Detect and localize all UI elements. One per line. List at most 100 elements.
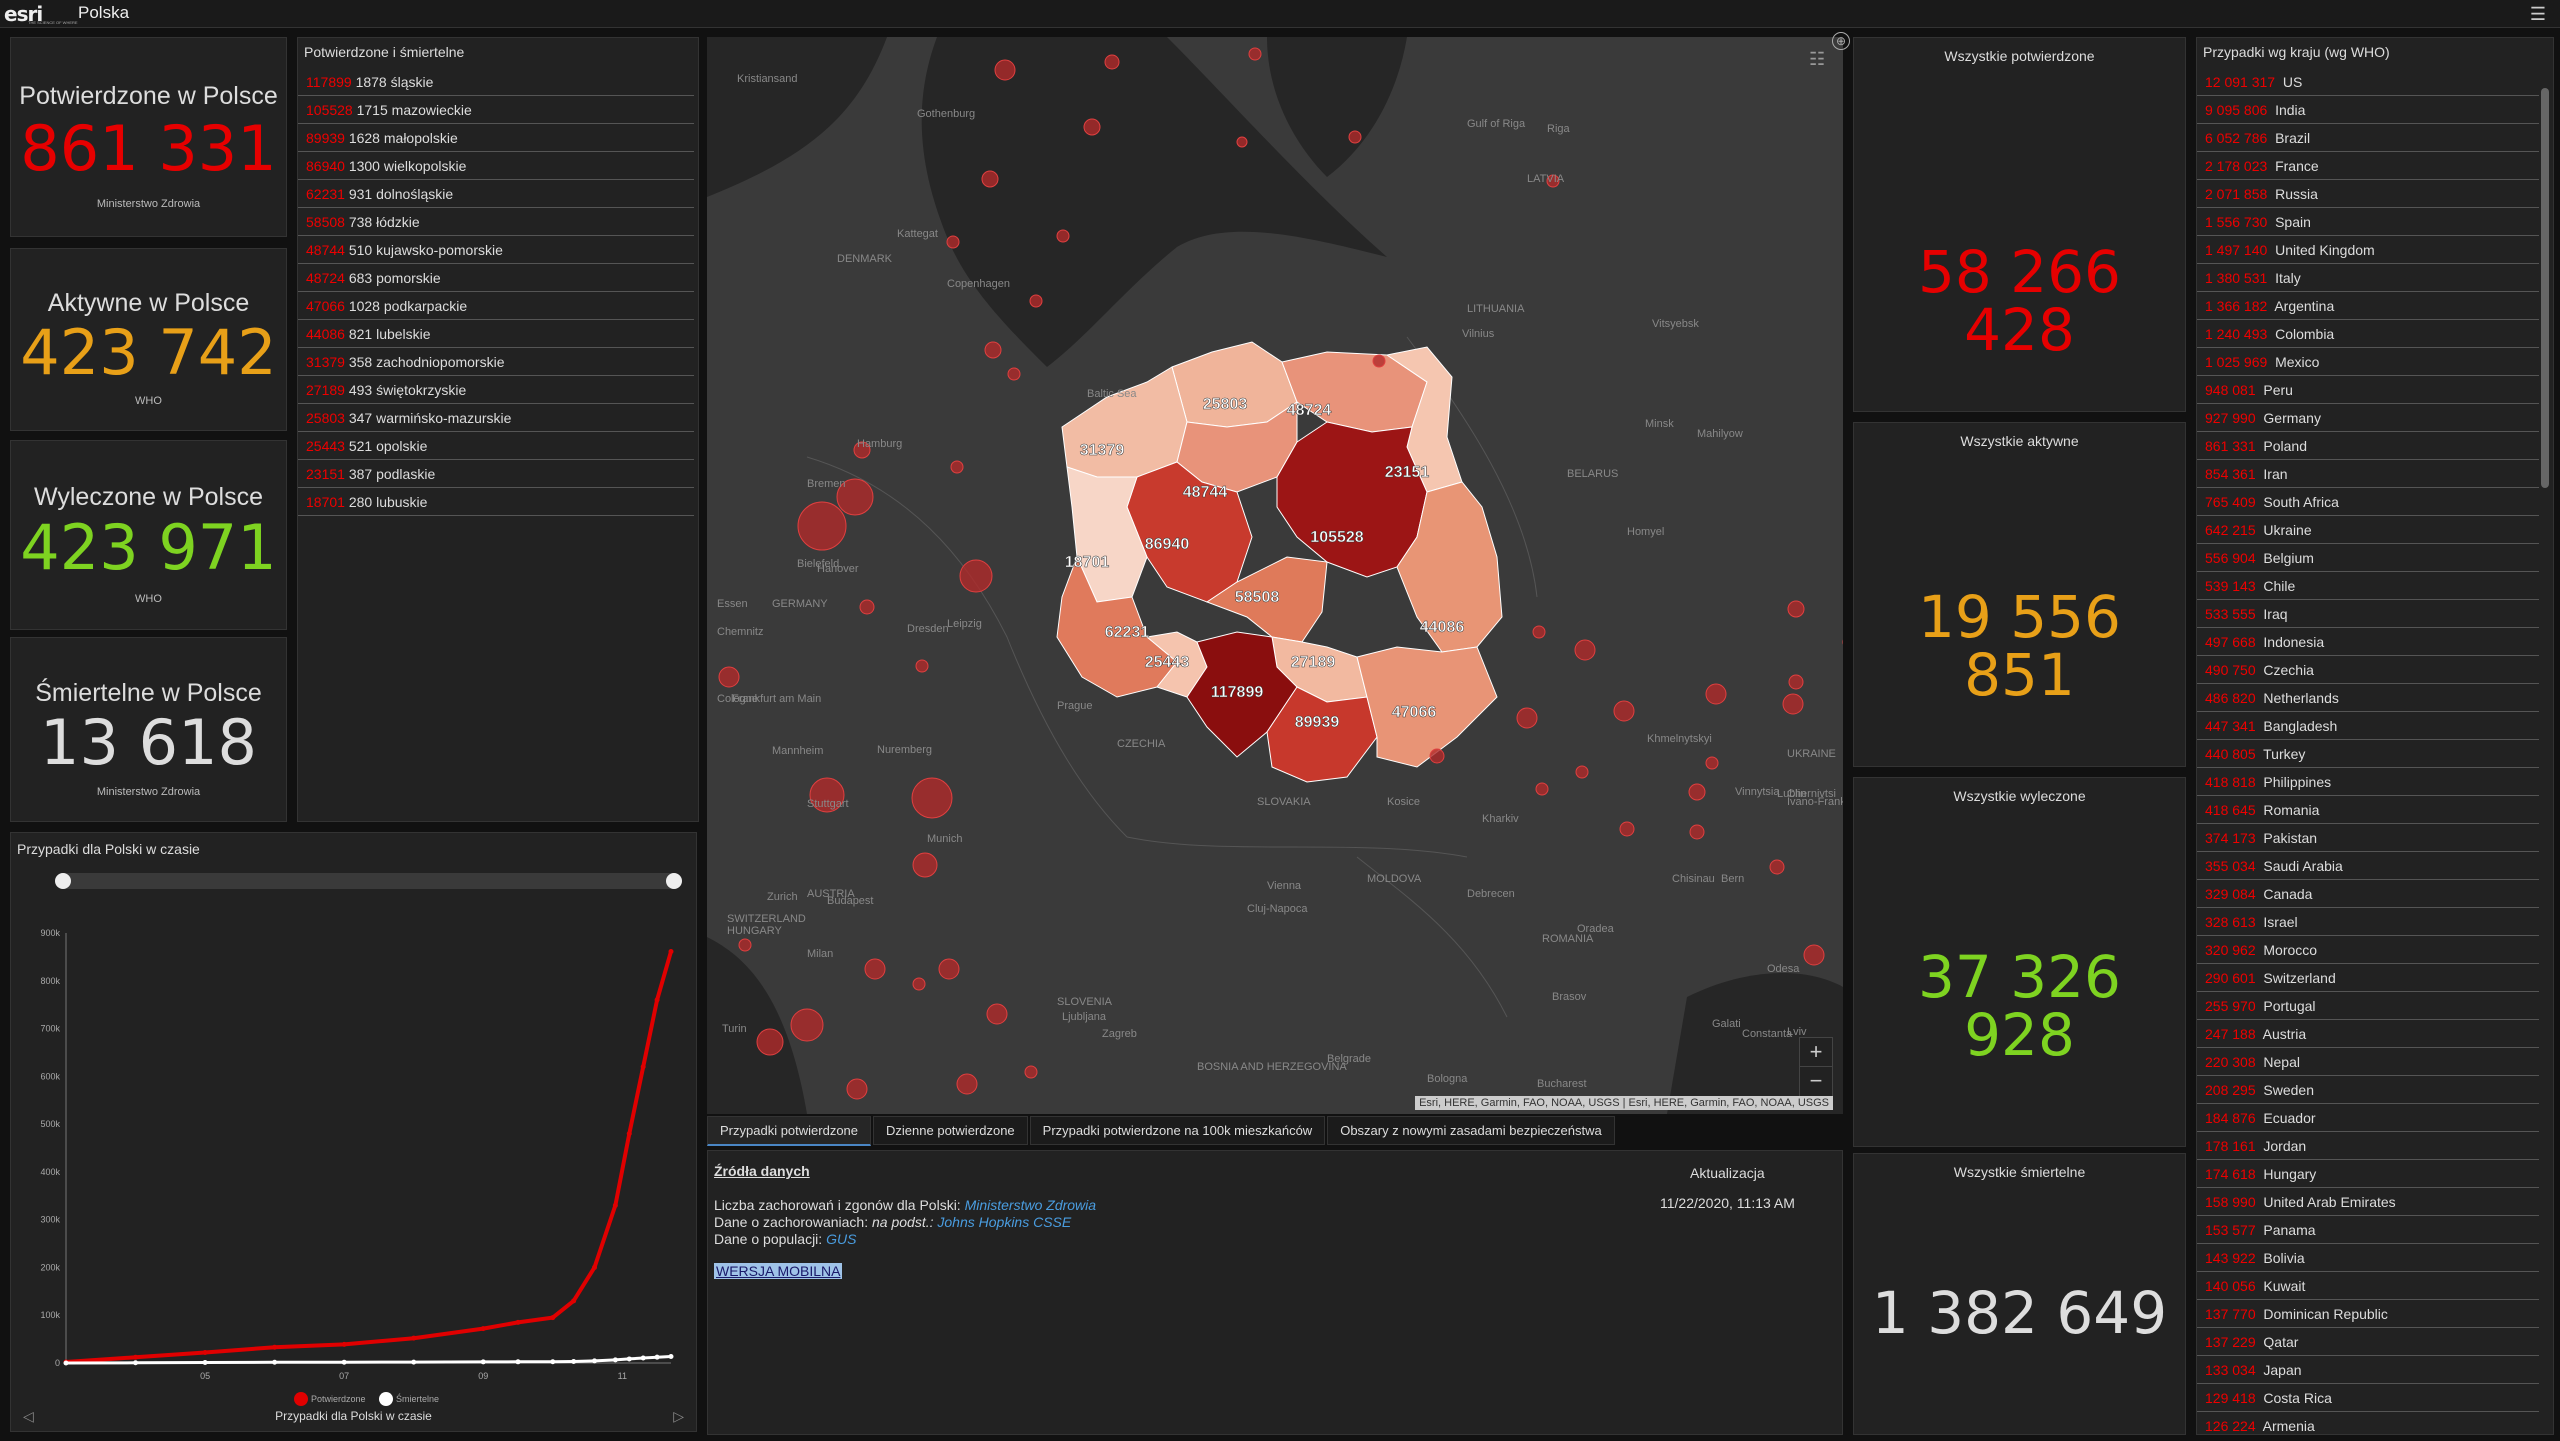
map-tab[interactable]: Przypadki potwierdzone na 100k mieszkańc… bbox=[1029, 1116, 1326, 1145]
map-tab[interactable]: Obszary z nowymi zasadami bezpieczeństwa bbox=[1327, 1116, 1615, 1145]
case-bubble[interactable] bbox=[986, 1003, 1008, 1025]
data-point[interactable] bbox=[480, 1359, 486, 1365]
legend-icon[interactable]: ☷ bbox=[1809, 49, 1826, 69]
map-view[interactable]: 25803 48724 31379 48744 23151 86940 105528 1870… bbox=[707, 37, 1843, 1114]
country-row[interactable]: 948 081 Peru bbox=[2197, 376, 2539, 404]
data-point[interactable] bbox=[341, 1359, 347, 1365]
map-tab[interactable]: Przypadki potwierdzone bbox=[707, 1116, 872, 1146]
data-point[interactable] bbox=[133, 1360, 139, 1366]
case-bubble[interactable] bbox=[938, 958, 960, 980]
case-bubble[interactable] bbox=[1024, 1065, 1038, 1079]
region-row[interactable]: 62231 931 dolnośląskie bbox=[298, 180, 694, 208]
region-row[interactable]: 86940 1300 wielkopolskie bbox=[298, 152, 694, 180]
country-row[interactable]: 143 922 Bolivia bbox=[2197, 1244, 2539, 1272]
case-bubble[interactable] bbox=[950, 460, 964, 474]
data-point[interactable] bbox=[592, 1264, 598, 1270]
country-row[interactable]: 126 224 Armenia bbox=[2197, 1412, 2539, 1434]
zoom-in-button[interactable]: + bbox=[1800, 1038, 1832, 1067]
data-point[interactable] bbox=[550, 1315, 556, 1321]
data-point[interactable] bbox=[640, 1064, 646, 1070]
case-bubble[interactable] bbox=[984, 341, 1002, 359]
country-row[interactable]: 1 025 969 Mexico bbox=[2197, 348, 2539, 376]
country-row[interactable]: 140 056 Kuwait bbox=[2197, 1272, 2539, 1300]
case-bubble[interactable] bbox=[1803, 944, 1825, 966]
case-bubble[interactable] bbox=[946, 235, 960, 249]
case-bubble[interactable] bbox=[1104, 54, 1120, 70]
data-point[interactable] bbox=[592, 1358, 598, 1364]
country-row[interactable]: 247 188 Austria bbox=[2197, 1020, 2539, 1048]
case-bubble[interactable] bbox=[1619, 821, 1635, 837]
source-link-jhu[interactable]: Johns Hopkins CSSE bbox=[937, 1214, 1072, 1230]
case-bubble[interactable] bbox=[756, 1028, 784, 1056]
source-link-mz[interactable]: Ministerstwo Zdrowia bbox=[964, 1197, 1097, 1213]
case-bubble[interactable] bbox=[1574, 639, 1596, 661]
data-point[interactable] bbox=[626, 1356, 632, 1362]
case-bubble[interactable] bbox=[1348, 130, 1362, 144]
country-row[interactable]: 137 770 Dominican Republic bbox=[2197, 1300, 2539, 1328]
scrollbar-thumb[interactable] bbox=[2541, 88, 2549, 488]
country-row[interactable]: 642 215 Ukraine bbox=[2197, 516, 2539, 544]
range-slider-handle-left[interactable] bbox=[55, 873, 71, 889]
case-bubble[interactable] bbox=[1056, 229, 1070, 243]
data-point[interactable] bbox=[515, 1319, 521, 1325]
region-row[interactable]: 58508 738 łódzkie bbox=[298, 208, 694, 236]
data-point[interactable] bbox=[133, 1354, 139, 1360]
case-bubble[interactable] bbox=[1236, 136, 1248, 148]
data-point[interactable] bbox=[411, 1359, 417, 1365]
range-slider-handle-right[interactable] bbox=[666, 873, 682, 889]
country-row[interactable]: 556 904 Belgium bbox=[2197, 544, 2539, 572]
data-point[interactable] bbox=[480, 1326, 486, 1332]
globe-icon[interactable]: ⊕ bbox=[1832, 32, 1850, 50]
country-row[interactable]: 153 577 Panama bbox=[2197, 1216, 2539, 1244]
data-point[interactable] bbox=[612, 1202, 618, 1208]
case-bubble[interactable] bbox=[1372, 354, 1386, 368]
country-row[interactable]: 765 409 South Africa bbox=[2197, 488, 2539, 516]
country-row[interactable]: 1 497 140 United Kingdom bbox=[2197, 236, 2539, 264]
case-bubble[interactable] bbox=[912, 852, 938, 878]
voivodeship-47066[interactable] bbox=[1356, 646, 1498, 768]
country-row[interactable]: 2 178 023 France bbox=[2197, 152, 2539, 180]
case-bubble[interactable] bbox=[1705, 756, 1719, 770]
case-bubble[interactable] bbox=[790, 1008, 824, 1042]
data-point[interactable] bbox=[571, 1298, 577, 1304]
country-row[interactable]: 329 084 Canada bbox=[2197, 880, 2539, 908]
data-point[interactable] bbox=[626, 1131, 632, 1137]
case-bubble[interactable] bbox=[1083, 118, 1101, 136]
data-point[interactable] bbox=[550, 1359, 556, 1365]
case-bubble[interactable] bbox=[994, 59, 1016, 81]
region-row[interactable]: 89939 1628 małopolskie bbox=[298, 124, 694, 152]
map-canvas[interactable]: 25803 48724 31379 48744 23151 86940 105528 1870… bbox=[707, 37, 1843, 1114]
voivodeship-18701[interactable] bbox=[1066, 466, 1148, 603]
case-bubble[interactable] bbox=[1546, 174, 1560, 188]
data-point[interactable] bbox=[668, 948, 674, 954]
country-row[interactable]: 137 229 Qatar bbox=[2197, 1328, 2539, 1356]
case-bubble[interactable] bbox=[959, 559, 993, 593]
case-bubble[interactable] bbox=[864, 958, 886, 980]
region-row[interactable]: 25443 521 opolskie bbox=[298, 432, 694, 460]
country-row[interactable]: 6 052 786 Brazil bbox=[2197, 124, 2539, 152]
data-point[interactable] bbox=[654, 1354, 660, 1360]
scrollbar[interactable] bbox=[2541, 78, 2551, 1424]
country-row[interactable]: 1 240 493 Colombia bbox=[2197, 320, 2539, 348]
case-bubble[interactable] bbox=[956, 1073, 978, 1095]
case-bubble[interactable] bbox=[738, 938, 752, 952]
country-row[interactable]: 440 805 Turkey bbox=[2197, 740, 2539, 768]
case-bubble[interactable] bbox=[809, 777, 845, 813]
country-row[interactable]: 861 331 Poland bbox=[2197, 432, 2539, 460]
country-row[interactable]: 927 990 Germany bbox=[2197, 404, 2539, 432]
case-bubble[interactable] bbox=[1782, 693, 1804, 715]
country-row[interactable]: 355 034 Saudi Arabia bbox=[2197, 852, 2539, 880]
data-point[interactable] bbox=[411, 1335, 417, 1341]
mobile-version-link[interactable]: WERSJA MOBILNA bbox=[714, 1263, 843, 1279]
case-bubble[interactable] bbox=[981, 170, 999, 188]
source-link-gus[interactable]: GUS bbox=[826, 1231, 857, 1247]
voivodeship-58508[interactable] bbox=[1205, 556, 1328, 643]
country-row[interactable]: 447 341 Bangladesh bbox=[2197, 712, 2539, 740]
country-row[interactable]: 255 970 Portugal bbox=[2197, 992, 2539, 1020]
country-row[interactable]: 374 173 Pakistan bbox=[2197, 824, 2539, 852]
data-point[interactable] bbox=[202, 1360, 208, 1366]
region-row[interactable]: 47066 1028 podkarpackie bbox=[298, 292, 694, 320]
country-row[interactable]: 2 071 858 Russia bbox=[2197, 180, 2539, 208]
data-point[interactable] bbox=[202, 1349, 208, 1355]
case-bubble[interactable] bbox=[911, 777, 953, 819]
